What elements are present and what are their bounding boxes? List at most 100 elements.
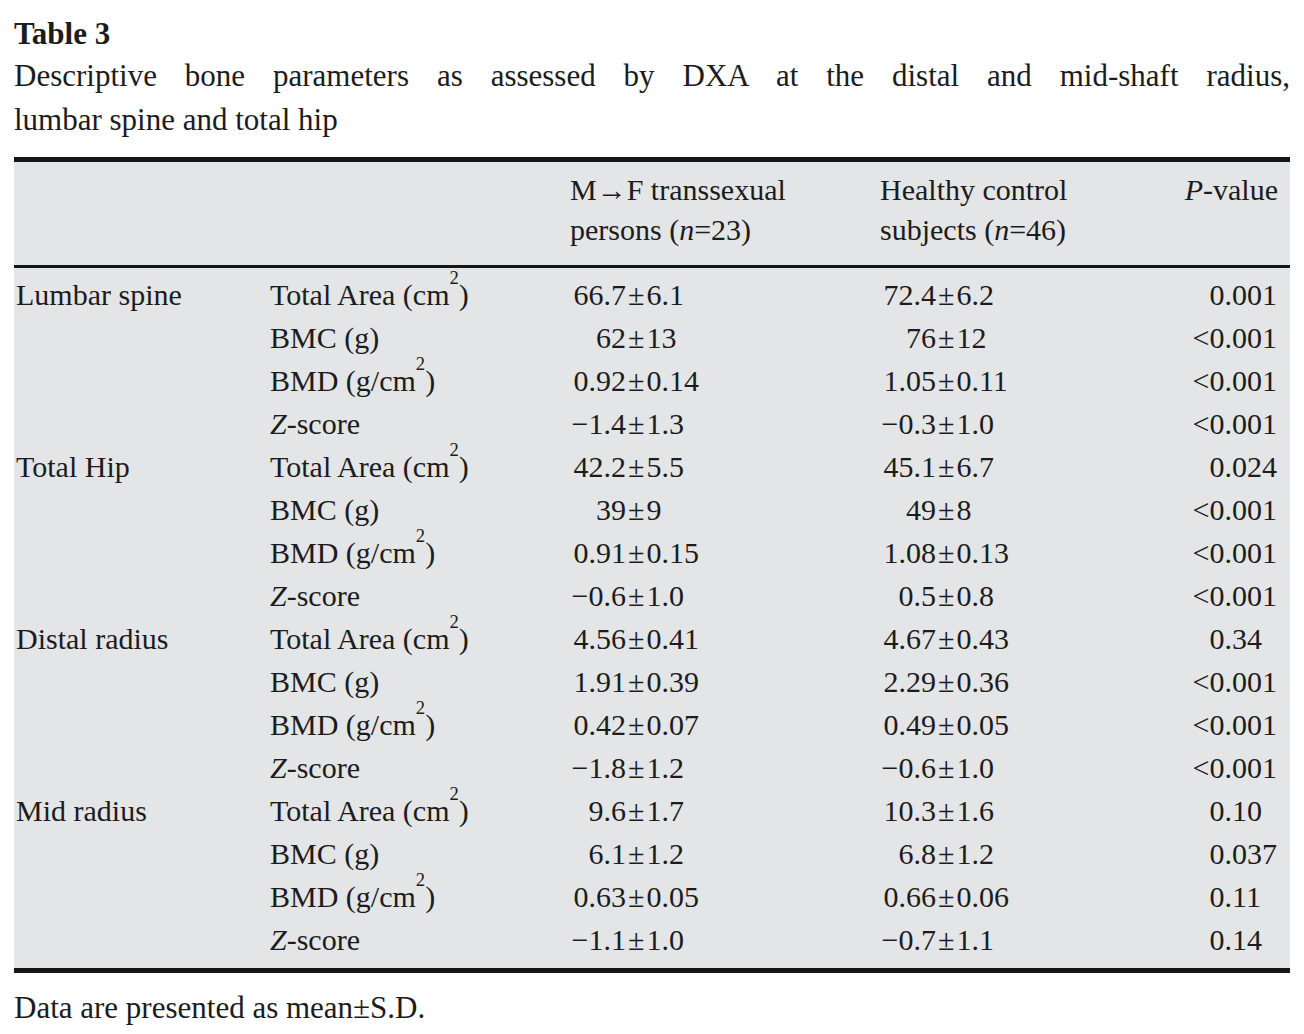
table-label: Table 3 <box>14 14 1290 54</box>
site-cell: Mid radius <box>14 789 270 832</box>
site-cell: Distal radius <box>14 617 270 660</box>
hc-value-cell: 49±8 <box>880 488 1172 531</box>
mf-value-cell: 4.56±0.41 <box>570 617 880 660</box>
p-value-cell: 0.11 <box>1172 875 1290 918</box>
p-value-cell: 0.037 <box>1172 832 1290 875</box>
mf-value-cell: 66.7±6.1 <box>570 267 880 317</box>
mf-value-cell: 9.6±1.7 <box>570 789 880 832</box>
mf-value-cell: 0.42±0.07 <box>570 703 880 746</box>
p-value-cell: <0.001 <box>1172 316 1290 359</box>
header-param-cell <box>270 160 570 267</box>
mf-value-cell: −0.6±1.0 <box>570 574 880 617</box>
table-row: Z-score −1.8±1.2 −0.6±1.0 <0.001 <box>14 746 1290 789</box>
table-row: BMC (g) 62±13 76±12 <0.001 <box>14 316 1290 359</box>
site-cell <box>14 359 270 402</box>
hc-value-cell: 10.3±1.6 <box>880 789 1172 832</box>
mf-value-cell: 39±9 <box>570 488 880 531</box>
hc-value-cell: 0.66±0.06 <box>880 875 1172 918</box>
site-cell <box>14 402 270 445</box>
p-value-cell: <0.001 <box>1172 746 1290 789</box>
mf-value-cell: −1.4±1.3 <box>570 402 880 445</box>
param-cell: Total Area (cm2) <box>270 789 570 832</box>
hc-value-cell: 1.08±0.13 <box>880 531 1172 574</box>
hc-value-cell: 0.49±0.05 <box>880 703 1172 746</box>
n-symbol: n <box>994 213 1009 246</box>
param-cell: Z-score <box>270 402 570 445</box>
p-value-cell: 0.10 <box>1172 789 1290 832</box>
table-row: Z-score −1.4±1.3 −0.3±1.0 <0.001 <box>14 402 1290 445</box>
caption-line-2: lumbar spine and total hip <box>14 98 1290 142</box>
table-row: Z-score −1.1±1.0 −0.7±1.1 0.14 <box>14 918 1290 971</box>
site-cell <box>14 316 270 359</box>
p-value-cell: <0.001 <box>1172 574 1290 617</box>
hc-value-cell: 1.05±0.11 <box>880 359 1172 402</box>
table-body: Lumbar spine Total Area (cm2) 66.7±6.1 7… <box>14 267 1290 971</box>
hc-value-cell: 45.1±6.7 <box>880 445 1172 488</box>
hc-value-cell: 0.5±0.8 <box>880 574 1172 617</box>
table-row: BMD (g/cm2) 0.91±0.15 1.08±0.13 <0.001 <box>14 531 1290 574</box>
param-cell: Total Area (cm2) <box>270 617 570 660</box>
header-site-cell <box>14 160 270 267</box>
hc-value-cell: −0.6±1.0 <box>880 746 1172 789</box>
paper-page: Table 3 Descriptive bone parameters as a… <box>0 0 1304 1034</box>
p-value-cell: 0.001 <box>1172 267 1290 317</box>
p-value-cell: <0.001 <box>1172 402 1290 445</box>
param-cell: BMD (g/cm2) <box>270 875 570 918</box>
table-row: BMD (g/cm2) 0.42±0.07 0.49±0.05 <0.001 <box>14 703 1290 746</box>
header-hc-group: Healthy control subjects (n=46) <box>880 160 1172 267</box>
mf-value-cell: 6.1±1.2 <box>570 832 880 875</box>
table-row: BMC (g) 1.91±0.39 2.29±0.36 <0.001 <box>14 660 1290 703</box>
header-row: M→F transsexual persons (n=23) Healthy c… <box>14 160 1290 267</box>
hc-value-cell: 6.8±1.2 <box>880 832 1172 875</box>
site-cell <box>14 488 270 531</box>
table-row: BMC (g) 39±9 49±8 <0.001 <box>14 488 1290 531</box>
table-row: BMC (g) 6.1±1.2 6.8±1.2 0.037 <box>14 832 1290 875</box>
site-cell <box>14 746 270 789</box>
caption-line-1: Descriptive bone parameters as assessed … <box>14 54 1290 98</box>
p-value-cell: <0.001 <box>1172 359 1290 402</box>
header-hc-line2: subjects (n=46) <box>880 210 1172 250</box>
header-mf-line2: persons (n=23) <box>570 210 880 250</box>
header-mf-group: M→F transsexual persons (n=23) <box>570 160 880 267</box>
site-cell <box>14 875 270 918</box>
table-row: Mid radius Total Area (cm2) 9.6±1.7 10.3… <box>14 789 1290 832</box>
header-p-value: P-value <box>1172 160 1290 267</box>
site-cell <box>14 531 270 574</box>
table-row: BMD (g/cm2) 0.63±0.05 0.66±0.06 0.11 <box>14 875 1290 918</box>
table-header: M→F transsexual persons (n=23) Healthy c… <box>14 160 1290 267</box>
table-row: Total Hip Total Area (cm2) 42.2±5.5 45.1… <box>14 445 1290 488</box>
table-row: Lumbar spine Total Area (cm2) 66.7±6.1 7… <box>14 267 1290 317</box>
p-value-cell: <0.001 <box>1172 660 1290 703</box>
p-symbol: P <box>1185 173 1203 206</box>
table-row: Distal radius Total Area (cm2) 4.56±0.41… <box>14 617 1290 660</box>
hc-value-cell: 2.29±0.36 <box>880 660 1172 703</box>
p-value-cell: <0.001 <box>1172 703 1290 746</box>
p-value-cell: 0.34 <box>1172 617 1290 660</box>
site-cell: Total Hip <box>14 445 270 488</box>
param-cell: Total Area (cm2) <box>270 445 570 488</box>
param-cell: BMD (g/cm2) <box>270 703 570 746</box>
param-cell: Total Area (cm2) <box>270 267 570 317</box>
mf-value-cell: −1.8±1.2 <box>570 746 880 789</box>
mf-value-cell: 42.2±5.5 <box>570 445 880 488</box>
p-value-cell: 0.14 <box>1172 918 1290 971</box>
table-row: BMD (g/cm2) 0.92±0.14 1.05±0.11 <0.001 <box>14 359 1290 402</box>
header-hc-line1: Healthy control <box>880 170 1172 210</box>
hc-value-cell: 4.67±0.43 <box>880 617 1172 660</box>
hc-value-cell: 76±12 <box>880 316 1172 359</box>
p-value-cell: <0.001 <box>1172 531 1290 574</box>
table-row: Z-score −0.6±1.0 0.5±0.8 <0.001 <box>14 574 1290 617</box>
hc-value-cell: −0.7±1.1 <box>880 918 1172 971</box>
mf-value-cell: 0.92±0.14 <box>570 359 880 402</box>
table-footnote: Data are presented as mean±S.D. <box>14 987 1290 1029</box>
mf-value-cell: 0.63±0.05 <box>570 875 880 918</box>
hc-value-cell: −0.3±1.0 <box>880 402 1172 445</box>
param-cell: Z-score <box>270 746 570 789</box>
site-cell: Lumbar spine <box>14 267 270 317</box>
param-cell: BMD (g/cm2) <box>270 359 570 402</box>
mf-value-cell: 1.91±0.39 <box>570 660 880 703</box>
mf-value-cell: 62±13 <box>570 316 880 359</box>
param-cell: BMD (g/cm2) <box>270 531 570 574</box>
param-cell: Z-score <box>270 574 570 617</box>
site-cell <box>14 832 270 875</box>
